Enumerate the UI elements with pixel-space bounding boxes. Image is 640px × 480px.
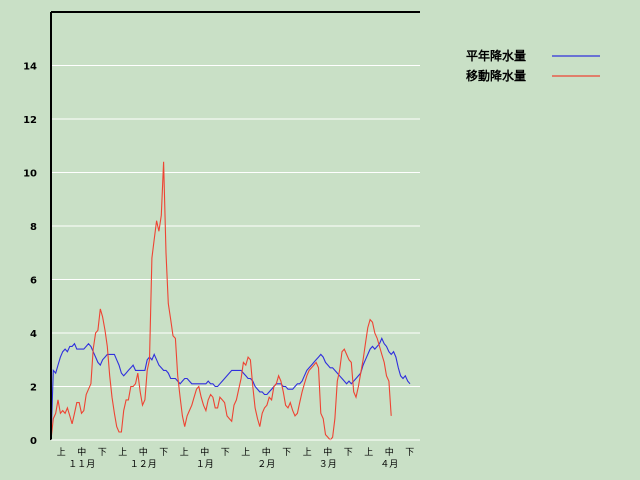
x-period-label: 下 [282, 448, 291, 458]
x-period-label: 中 [323, 446, 332, 458]
x-period-label: 下 [221, 448, 230, 458]
y-tick-label: 6 [30, 276, 37, 287]
x-month-label: ３月 [319, 459, 337, 470]
x-month-label: １月 [196, 459, 214, 470]
x-period-label: 下 [98, 448, 107, 458]
y-axis-tick-labels: 0 2 4 6 8 10 12 14 [23, 62, 37, 448]
x-period-label: 下 [159, 448, 168, 458]
grid-lines [51, 65, 420, 387]
axes [50, 11, 420, 441]
x-month-label: １１月 [68, 459, 95, 470]
legend-label-moving-rainfall: 移動降水量 [466, 68, 526, 83]
legend-label-normal-rainfall: 平年降水量 [466, 48, 526, 63]
x-period-label: 中 [385, 446, 394, 458]
x-period-label: 上 [364, 447, 373, 458]
y-tick-label: 4 [30, 329, 37, 340]
y-tick-label: 10 [23, 169, 37, 180]
y-tick-label: 14 [23, 62, 37, 73]
x-period-label: 中 [77, 446, 86, 458]
x-period-label: 上 [57, 447, 66, 458]
x-period-label: 上 [241, 447, 250, 458]
y-tick-label: 8 [30, 222, 37, 233]
series-layer [50, 161, 411, 441]
x-month-label: １２月 [130, 459, 157, 470]
x-period-label: 上 [303, 447, 312, 458]
y-tick-label: 0 [30, 436, 37, 447]
x-axis-tick-labels: 上中下上中下上中下上中下上中下上中下１１月 １２月 １月 ２月 ３月 ４月 [57, 446, 415, 470]
x-period-label: 中 [200, 446, 209, 458]
x-month-label: ４月 [380, 459, 398, 470]
y-tick-label: 12 [23, 115, 37, 126]
series-line-normal-rainfall [50, 337, 411, 441]
x-period-label: 上 [118, 447, 127, 458]
x-period-label: 下 [405, 448, 414, 458]
x-month-label: ２月 [257, 459, 275, 470]
y-tick-label: 2 [30, 383, 37, 394]
x-period-label: 中 [139, 446, 148, 458]
legend: 平年降水量 移動降水量 [466, 48, 600, 83]
x-period-label: 上 [180, 447, 189, 458]
series-line-moving-rainfall [50, 161, 392, 441]
x-period-label: 下 [344, 448, 353, 458]
x-period-label: 中 [262, 446, 271, 458]
